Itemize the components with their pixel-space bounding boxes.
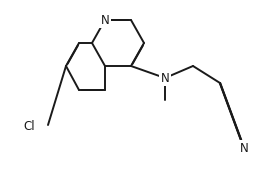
Text: Cl: Cl: [23, 121, 35, 134]
Text: N: N: [161, 71, 169, 84]
Text: N: N: [240, 141, 248, 155]
Text: N: N: [101, 14, 109, 27]
